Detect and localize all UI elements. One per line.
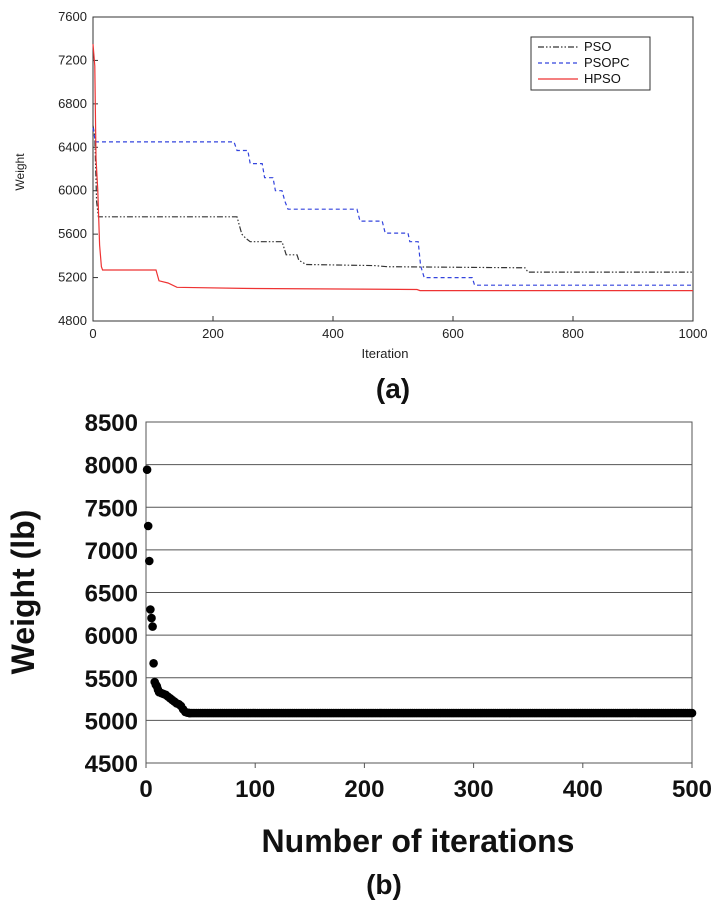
chart-a-y-axis-label: Weight: [13, 153, 27, 191]
chart-a-legend-label-psopc: PSOPC: [584, 55, 630, 70]
chart-a: 0 200 400 600 800 1000 4800 5200 5600 6000 6400 680…: [13, 9, 707, 404]
chart-a-series-line-pso: [92, 125, 693, 273]
chart-b-y-axis-label: Weight (lb): [5, 510, 41, 675]
chart-b-x-axis-label: Number of iterations: [262, 823, 575, 859]
chart-b-point: [687, 708, 697, 718]
chart-a-y-tick-label: 4800: [58, 313, 87, 328]
chart-a-x-tick-label: 800: [562, 326, 584, 341]
chart-b-y-tick-label: 8000: [85, 453, 138, 480]
chart-b-points: [142, 465, 697, 718]
chart-b-y-tick-label: 7000: [85, 538, 138, 565]
chart-a-y-tick-label: 5600: [58, 226, 87, 241]
chart-a-x-axis-label: Iteration: [362, 346, 409, 361]
chart-b-point: [149, 659, 158, 668]
chart-a-x-tick-label: 600: [442, 326, 464, 341]
panel-label-a: (a): [376, 373, 410, 404]
chart-b-y-tick-label: 7500: [85, 495, 138, 522]
chart-b-x-tick-label: 0: [139, 776, 152, 803]
chart-b-y-tick-label: 8500: [85, 410, 138, 437]
chart-b-y-tick-label: 6500: [85, 581, 138, 608]
chart-b-y-tick-label: 5000: [85, 708, 138, 735]
chart-a-x-tick-label: 400: [322, 326, 344, 341]
chart-a-plot-frame: [92, 16, 694, 322]
chart-a-legend-label-pso: PSO: [584, 39, 611, 54]
chart-a-y-tick-label: 6400: [58, 139, 87, 154]
chart-a-legend-label-hpso: HPSO: [584, 71, 621, 86]
chart-a-ticks: 0 200 400 600 800 1000 4800 5200 5600 6000 6400 680…: [58, 9, 707, 341]
chart-b-plot-frame: [145, 421, 693, 764]
chart-b-y-tick-label: 5500: [85, 666, 138, 693]
chart-b-x-tick-label: 200: [344, 776, 384, 803]
chart-b-x-tick-label: 500: [672, 776, 711, 803]
chart-b-point: [148, 622, 157, 631]
chart-a-y-tick-label: 5200: [58, 270, 87, 285]
chart-b-point: [145, 556, 154, 566]
chart-b-point: [146, 605, 155, 614]
chart-b: 4500 5000 5500 6000 6500 7000 7500 8000 8500 0 100…: [5, 410, 711, 900]
chart-a-x-tick-label: 0: [89, 326, 96, 341]
chart-b-point: [142, 465, 152, 475]
chart-a-series: [92, 44, 693, 292]
chart-b-point: [147, 613, 156, 623]
chart-b-y-tick-label: 4500: [85, 751, 138, 778]
chart-a-y-tick-label: 6000: [58, 183, 87, 198]
chart-a-x-tick-label: 200: [202, 326, 224, 341]
chart-b-y-tick-label: 6000: [85, 623, 138, 650]
chart-a-y-tick-label: 7200: [58, 52, 87, 67]
chart-b-x-tick-label: 100: [235, 776, 275, 803]
chart-a-y-tick-label: 6800: [58, 96, 87, 111]
chart-b-x-tick-label: 300: [454, 776, 494, 803]
chart-a-series-line-hpso: [92, 44, 693, 292]
chart-a-legend-box: [530, 36, 651, 91]
chart-a-series-line-psopc: [92, 127, 693, 286]
panel-label-b: (b): [366, 869, 402, 900]
chart-a-y-tick-label: 7600: [58, 9, 87, 24]
chart-b-x-tick-label: 400: [563, 776, 603, 803]
chart-a-x-tick-label: 1000: [679, 326, 708, 341]
chart-b-point: [143, 521, 153, 531]
chart-b-ticks: 4500 5000 5500 6000 6500 7000 7500 8000 8500 0 100…: [85, 410, 711, 803]
